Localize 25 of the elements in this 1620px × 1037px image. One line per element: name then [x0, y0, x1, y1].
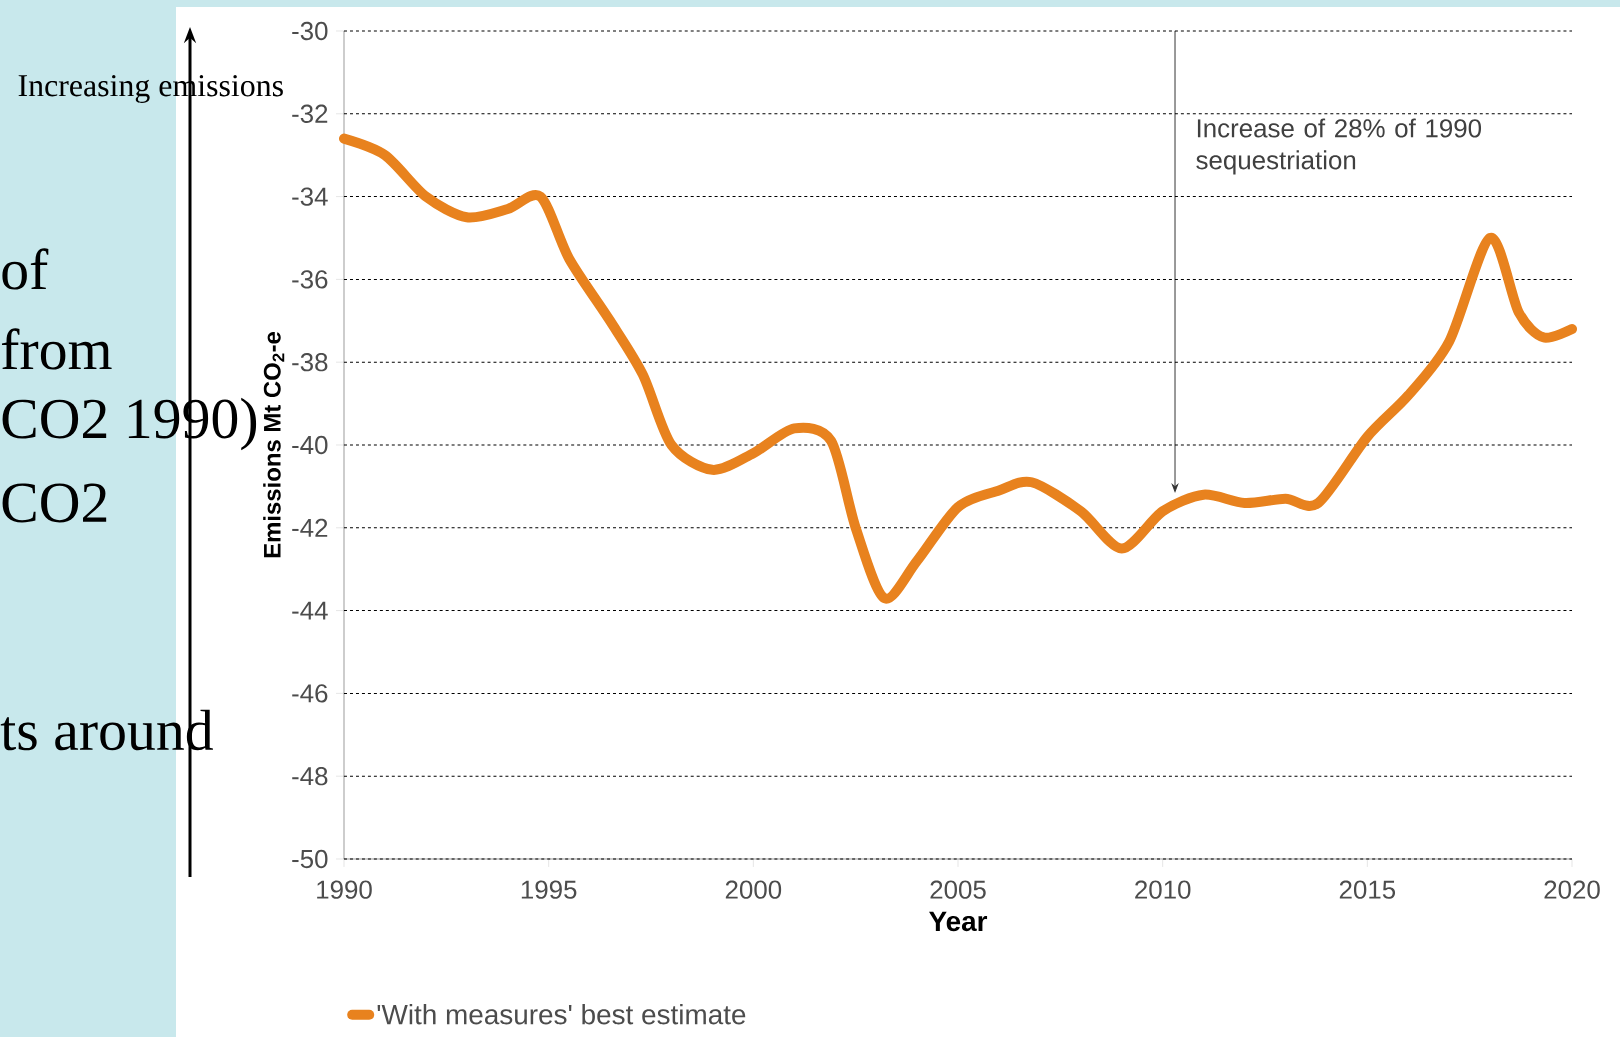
- x-tick-label: 2020: [1544, 880, 1600, 899]
- y-tick-label: -32: [292, 104, 328, 123]
- text: CO2: [2, 483, 107, 523]
- x-tick-label: 2015: [1339, 880, 1396, 899]
- x-tick-label: 2010: [1135, 880, 1191, 899]
- x-tick-label: 2005: [930, 880, 986, 899]
- y-tick-label: -38: [292, 353, 328, 372]
- y-tick-label: -44: [292, 601, 328, 620]
- y-axis-title: Emissions Mt CO$_{2}$-e: [263, 331, 285, 558]
- y-tick-label: -34: [292, 187, 328, 206]
- x-tick-label: 1995: [521, 880, 577, 899]
- annotation: Increase of 28% of 1990 sequestriation: [1196, 118, 1482, 175]
- y-tick-label: -50: [292, 849, 328, 869]
- x-tick-label: 2000: [725, 880, 782, 899]
- y-tick-label: -36: [292, 270, 328, 289]
- y-tick-label: -48: [292, 767, 328, 786]
- y-tick-label: -40: [292, 435, 328, 455]
- y-tick-label: -30: [292, 21, 328, 41]
- legend-label: 'With measures' best estimate: [377, 1003, 746, 1025]
- text: from: [1, 328, 112, 370]
- y-tick-label: -42: [292, 518, 328, 537]
- x-axis-title: Year: [929, 911, 988, 932]
- text: of: [2, 248, 49, 290]
- y-tick-label: -46: [292, 684, 328, 703]
- x-tick-label: 1990: [317, 880, 372, 899]
